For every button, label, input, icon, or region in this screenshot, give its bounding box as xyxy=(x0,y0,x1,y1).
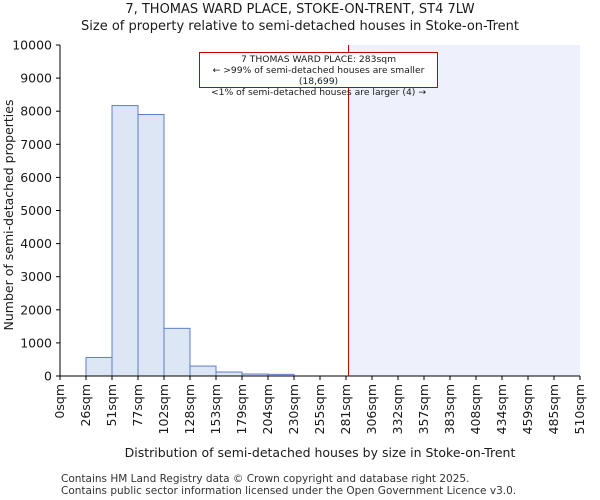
x-tick-label: 26sqm xyxy=(78,384,93,427)
annotation-line-2: ← >99% of semi-detached houses are small… xyxy=(212,65,425,87)
y-tick-label: 10000 xyxy=(12,38,52,53)
x-tick-label: 255sqm xyxy=(312,384,327,434)
y-tick-label: 6000 xyxy=(20,170,52,185)
footer-line-1: Contains HM Land Registry data © Crown c… xyxy=(61,473,470,485)
annotation-line-1: 7 THOMAS WARD PLACE: 283sqm xyxy=(240,54,397,65)
x-tick-label: 0sqm xyxy=(52,384,67,419)
bar-128sqm xyxy=(189,365,217,377)
bar-153sqm xyxy=(215,371,243,377)
y-tick-label: 3000 xyxy=(20,269,52,284)
bar-26sqm xyxy=(85,356,113,377)
y-tick-label: 7000 xyxy=(20,137,52,152)
bar-77sqm xyxy=(137,114,165,377)
y-tick-label: 2000 xyxy=(20,302,52,317)
highlight-region xyxy=(348,45,580,376)
y-tick-label: 4000 xyxy=(20,236,52,251)
x-axis-label: Distribution of semi-detached houses by … xyxy=(125,445,516,460)
y-tick-label: 8000 xyxy=(20,104,52,119)
x-tick-label: 281sqm xyxy=(338,384,353,434)
annotation-box: 7 THOMAS WARD PLACE: 283sqm ← >99% of se… xyxy=(199,52,438,98)
bar-51sqm xyxy=(111,105,139,377)
x-tick-label: 230sqm xyxy=(286,384,301,434)
x-tick-label: 77sqm xyxy=(130,384,145,427)
x-tick-label: 204sqm xyxy=(260,384,275,434)
x-tick-label: 102sqm xyxy=(156,384,171,434)
x-tick-label: 128sqm xyxy=(182,384,197,434)
x-tick-label: 510sqm xyxy=(572,384,587,434)
x-tick-label: 357sqm xyxy=(416,384,431,434)
x-tick-label: 306sqm xyxy=(364,384,379,434)
y-tick-label: 1000 xyxy=(20,335,52,350)
y-axis-label: Number of semi-detached properties xyxy=(1,100,16,331)
x-tick-label: 51sqm xyxy=(104,384,119,427)
chart-title: 7, THOMAS WARD PLACE, STOKE-ON-TRENT, ST… xyxy=(125,2,475,17)
x-tick-label: 179sqm xyxy=(234,384,249,434)
footer-line-2: Contains public sector information licen… xyxy=(61,485,517,497)
chart-subtitle: Size of property relative to semi-detach… xyxy=(81,19,519,34)
x-tick-label: 332sqm xyxy=(390,384,405,434)
x-tick-label: 408sqm xyxy=(468,384,483,434)
x-tick-label: 485sqm xyxy=(546,384,561,434)
y-tick-label: 5000 xyxy=(20,203,52,218)
x-tick-label: 383sqm xyxy=(442,384,457,434)
x-tick-label: 459sqm xyxy=(520,384,535,434)
y-tick-label: 0 xyxy=(44,369,52,384)
x-tick-label: 434sqm xyxy=(494,384,509,434)
y-tick-label: 9000 xyxy=(20,71,52,86)
x-tick-label: 153sqm xyxy=(208,384,223,434)
annotation-line-3: <1% of semi-detached houses are larger (… xyxy=(210,87,427,98)
bar-102sqm xyxy=(163,327,191,377)
